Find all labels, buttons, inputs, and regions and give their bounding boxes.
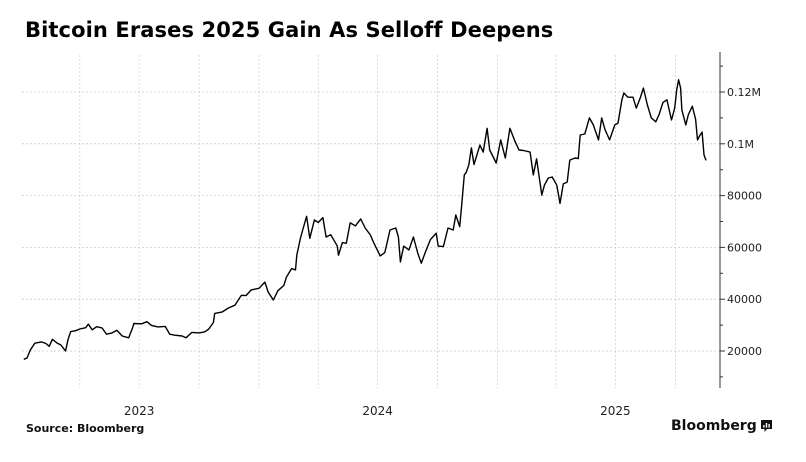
y-tick-label: 0.1M xyxy=(727,138,754,151)
x-tick-label: 2023 xyxy=(124,404,155,418)
x-tick-label: 2024 xyxy=(362,404,393,418)
series-group xyxy=(23,79,707,360)
series-line-bitcoin xyxy=(23,79,707,360)
chart-title: Bitcoin Erases 2025 Gain As Selloff Deep… xyxy=(25,18,554,42)
y-tick-label: 20000 xyxy=(727,345,762,358)
y-tick-label: 60000 xyxy=(727,241,762,254)
horizontal-gridlines xyxy=(22,91,720,352)
y-tick-label: 0.12M xyxy=(727,86,761,99)
x-tick-label: 2025 xyxy=(600,404,631,418)
brand-text: Bloomberg xyxy=(671,418,757,434)
y-axis: 20000 40000 60000 80000 0.1M 0.12M xyxy=(719,52,762,388)
bloomberg-chart-icon xyxy=(760,420,772,432)
x-axis: 2023 2024 2025 xyxy=(124,404,631,418)
y-tick-label: 80000 xyxy=(727,190,762,203)
bloomberg-logo: Bloomberg xyxy=(671,418,772,434)
y-tick-label: 40000 xyxy=(727,293,762,306)
vertical-gridlines xyxy=(79,55,676,388)
source-note: Source: Bloomberg xyxy=(26,422,145,435)
